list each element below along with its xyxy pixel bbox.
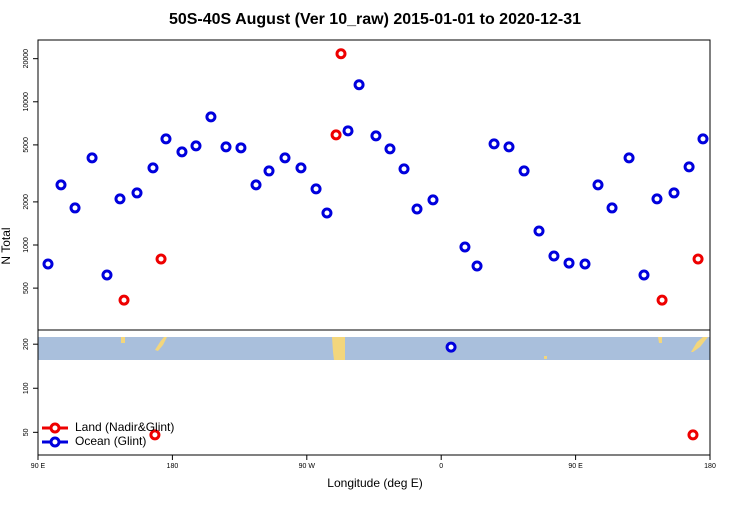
point [579,258,591,270]
point [176,146,188,158]
point [683,161,695,173]
chart-title: 50S-40S August (Ver 10_raw) 2015-01-01 t… [169,11,581,28]
point [330,129,342,141]
y-tick-label: 5000 [23,137,30,153]
legend-label: Land (Nadir&Glint) [75,420,174,434]
point [342,125,354,137]
point [321,207,333,219]
map-strip [38,337,710,360]
point [398,163,410,175]
x-tick-label: 0 [439,463,443,470]
y-axis-label: N Total [0,227,13,264]
point [687,429,699,441]
y-tick-label: 2000 [23,194,30,210]
point [160,133,172,145]
y-tick-label: 500 [23,282,30,294]
x-tick-label: 90 E [568,463,583,470]
point [503,141,515,153]
point [697,133,709,145]
plot-frame [37,329,711,456]
point [250,179,262,191]
point [638,269,650,281]
point [147,162,159,174]
point [279,152,291,164]
legend-label: Ocean (Glint) [75,434,146,448]
legend-marker [49,422,61,434]
point [606,202,618,214]
y-tick-label: 1000 [23,237,30,253]
point [488,138,500,150]
point [370,130,382,142]
x-tick-label: 180 [167,463,179,470]
point [220,141,232,153]
point [295,162,307,174]
point [235,142,247,154]
point [427,194,439,206]
point [445,341,457,353]
point [668,187,680,199]
x-tick-label: 90 E [31,463,46,470]
point [42,258,54,270]
point [548,250,560,262]
point [518,165,530,177]
point [384,143,396,155]
y-tick-label: 50 [23,428,30,436]
point [692,253,704,265]
y-tick-label: 100 [23,382,30,394]
point [131,187,143,199]
point [353,79,365,91]
point [335,48,347,60]
point [623,152,635,164]
y-tick-label: 200 [23,338,30,350]
point [651,193,663,205]
point [118,294,130,306]
x-tick-label: 90 W [299,463,316,470]
x-tick-label: 180 [704,463,716,470]
point [592,179,604,191]
x-axis-label: Longitude (deg E) [327,476,422,490]
point [459,241,471,253]
point [114,193,126,205]
point [310,183,322,195]
point [101,269,113,281]
y-tick-label: 10000 [23,92,30,112]
point [155,253,167,265]
legend-marker [49,436,61,448]
point [69,202,81,214]
point [471,260,483,272]
point [55,179,67,191]
y-tick-label: 20000 [23,49,30,69]
point [86,152,98,164]
point [149,429,161,441]
point [411,203,423,215]
point [190,140,202,152]
point [263,165,275,177]
point [563,257,575,269]
point [205,111,217,123]
point [656,294,668,306]
point [533,225,545,237]
